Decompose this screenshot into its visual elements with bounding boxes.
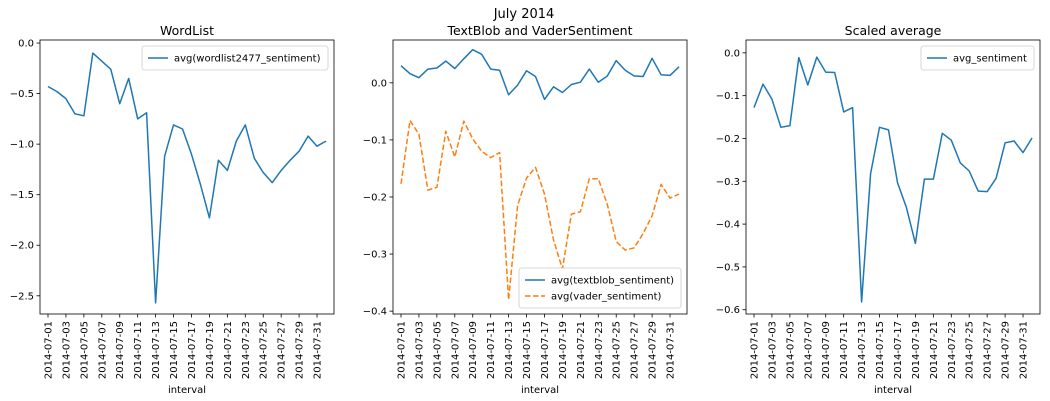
x-axis-label: interval	[521, 385, 559, 396]
x-tick-label: 2014-07-25	[965, 321, 976, 379]
x-tick-label: 2014-07-07	[97, 321, 108, 379]
chart-panel-3: Scaled average 0.0 −0.1 −0.2 −0.3 −0.4 −0.5 −0.…	[716, 23, 1041, 396]
y-tick-label: −0.2	[363, 192, 387, 203]
x-tick-label: 2014-07-15	[522, 321, 533, 379]
legend-box	[141, 45, 329, 71]
x-tick-label: 2014-07-21	[576, 321, 587, 379]
x-tick-label: 2014-07-11	[839, 321, 850, 379]
legend-box	[518, 267, 682, 309]
y-tick-label: −0.2	[716, 134, 740, 145]
series-line-1	[753, 56, 1033, 303]
x-tick-label: 2014-07-23	[947, 321, 958, 379]
x-tick-label: 2014-07-07	[450, 321, 461, 379]
legend: avg_sentiment	[920, 45, 1035, 71]
plot-frame	[39, 39, 335, 315]
x-tick-label: 2014-07-27	[630, 321, 641, 379]
legend-box	[920, 45, 1035, 71]
x-axis-label: interval	[168, 385, 206, 396]
chart-title: TextBlob and VaderSentiment	[447, 23, 633, 38]
y-tick-label: −0.3	[363, 250, 387, 261]
y-tick-label: −0.3	[716, 177, 740, 188]
x-tick-label: 2014-07-11	[486, 321, 497, 379]
series-line-1	[47, 52, 327, 304]
plot-frame	[392, 39, 688, 315]
y-tick-label: −0.1	[716, 91, 740, 102]
x-tick-label: 2014-07-21	[223, 321, 234, 379]
x-tick-label: 2014-07-27	[277, 321, 288, 379]
chart-title: WordList	[160, 23, 214, 38]
y-tick-label: −0.1	[363, 135, 387, 146]
x-tick-label: 2014-07-15	[875, 321, 886, 379]
x-tick-label: 2014-07-09	[115, 321, 126, 379]
x-tick-label: 2014-07-27	[983, 321, 994, 379]
y-tick-label: 0.0	[18, 39, 34, 50]
legend-label-1: avg_sentiment	[953, 54, 1027, 65]
y-tick-label: −2.5	[10, 291, 34, 302]
x-tick-label: 2014-07-13	[504, 321, 515, 379]
legend-label-1: avg(textblob_sentiment)	[551, 276, 674, 287]
x-tick-label: 2014-07-03	[61, 321, 72, 379]
legend: avg(wordlist2477_sentiment)	[141, 45, 329, 71]
x-tick-label: 2014-07-05	[432, 321, 443, 379]
x-tick-label: 2014-07-25	[259, 321, 270, 379]
y-tick-label: 0.0	[371, 78, 387, 89]
y-tick-label: −0.5	[716, 262, 740, 273]
x-tick-label: 2014-07-31	[666, 321, 677, 379]
x-tick-label: 2014-07-11	[133, 321, 144, 379]
figure-suptitle: July 2014	[493, 7, 555, 22]
x-tick-label: 2014-07-13	[151, 321, 162, 379]
x-tick-label: 2014-07-01	[397, 321, 408, 379]
x-tick-label: 2014-07-23	[594, 321, 605, 379]
x-tick-label: 2014-07-15	[169, 321, 180, 379]
x-tick-label: 2014-07-13	[857, 321, 868, 379]
y-tick-label: −2.0	[10, 241, 34, 252]
y-tick-label: −1.5	[10, 190, 34, 201]
y-tick-label: 0.0	[724, 48, 740, 59]
y-tick-label: −0.6	[716, 305, 740, 316]
legend-label-1: avg(wordlist2477_sentiment)	[174, 54, 321, 65]
x-tick-label: 2014-07-19	[911, 321, 922, 379]
y-tick-label: −0.4	[363, 307, 387, 318]
x-tick-label: 2014-07-17	[187, 321, 198, 379]
series-line-2	[400, 119, 680, 301]
x-tick-label: 2014-07-29	[1001, 321, 1012, 379]
x-tick-label: 2014-07-03	[414, 321, 425, 379]
x-tick-label: 2014-07-29	[648, 321, 659, 379]
x-tick-label: 2014-07-07	[803, 321, 814, 379]
x-tick-label: 2014-07-31	[313, 321, 324, 379]
x-axis-label: interval	[874, 385, 912, 396]
x-tick-label: 2014-07-03	[767, 321, 778, 379]
x-tick-label: 2014-07-31	[1019, 321, 1030, 379]
x-tick-label: 2014-07-19	[558, 321, 569, 379]
chart-panel-2: TextBlob and VaderSentiment 0.0 −0.1 −0.2 −0…	[363, 23, 688, 396]
y-tick-label: −0.4	[716, 220, 740, 231]
x-tick-label: 2014-07-23	[241, 321, 252, 379]
x-tick-label: 2014-07-09	[821, 321, 832, 379]
plot-frame	[745, 39, 1041, 315]
legend: avg(textblob_sentiment) avg(vader_sentime…	[518, 267, 682, 309]
x-tick-label: 2014-07-05	[79, 321, 90, 379]
x-tick-label: 2014-07-17	[893, 321, 904, 379]
x-tick-label: 2014-07-05	[785, 321, 796, 379]
x-tick-label: 2014-07-25	[612, 321, 623, 379]
chart-panel-1: WordList 0.0 −0.5 −1.0 −1.5 −2.0 −2.5 2014-07-0…	[10, 23, 335, 396]
series-line-1	[400, 48, 680, 101]
x-tick-label: 2014-07-19	[205, 321, 216, 379]
x-tick-label: 2014-07-29	[295, 321, 306, 379]
x-tick-label: 2014-07-21	[929, 321, 940, 379]
legend-label-2: avg(vader_sentiment)	[551, 292, 662, 303]
x-tick-label: 2014-07-17	[540, 321, 551, 379]
x-tick-label: 2014-07-01	[750, 321, 761, 379]
chart-title: Scaled average	[845, 23, 942, 38]
x-tick-label: 2014-07-09	[468, 321, 479, 379]
y-tick-label: −0.5	[10, 89, 34, 100]
y-tick-label: −1.0	[10, 140, 34, 151]
x-tick-label: 2014-07-01	[44, 321, 55, 379]
